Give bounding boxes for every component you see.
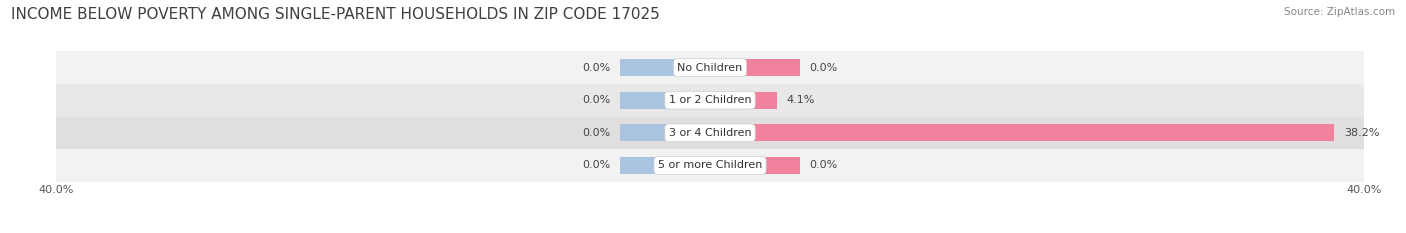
Text: INCOME BELOW POVERTY AMONG SINGLE-PARENT HOUSEHOLDS IN ZIP CODE 17025: INCOME BELOW POVERTY AMONG SINGLE-PARENT… (11, 7, 659, 22)
Bar (56, 149, 1364, 182)
Text: No Children: No Children (678, 63, 742, 72)
Bar (620, 157, 710, 174)
Text: 4.1%: 4.1% (787, 95, 815, 105)
Bar (620, 59, 710, 76)
Bar (710, 59, 800, 76)
Bar (620, 124, 710, 141)
Bar (56, 51, 1364, 84)
Text: 0.0%: 0.0% (582, 63, 610, 72)
Bar (710, 92, 778, 109)
Text: 3 or 4 Children: 3 or 4 Children (669, 128, 751, 138)
Text: 0.0%: 0.0% (810, 161, 838, 170)
Text: 0.0%: 0.0% (582, 95, 610, 105)
Text: 0.0%: 0.0% (582, 161, 610, 170)
Bar (56, 116, 1364, 149)
Bar (710, 157, 800, 174)
Text: 0.0%: 0.0% (582, 128, 610, 138)
Bar (56, 84, 1364, 116)
Text: 5 or more Children: 5 or more Children (658, 161, 762, 170)
Text: 38.2%: 38.2% (1344, 128, 1379, 138)
Bar (620, 92, 710, 109)
Text: Source: ZipAtlas.com: Source: ZipAtlas.com (1284, 7, 1395, 17)
Bar (710, 124, 1334, 141)
Text: 0.0%: 0.0% (810, 63, 838, 72)
Text: 1 or 2 Children: 1 or 2 Children (669, 95, 751, 105)
